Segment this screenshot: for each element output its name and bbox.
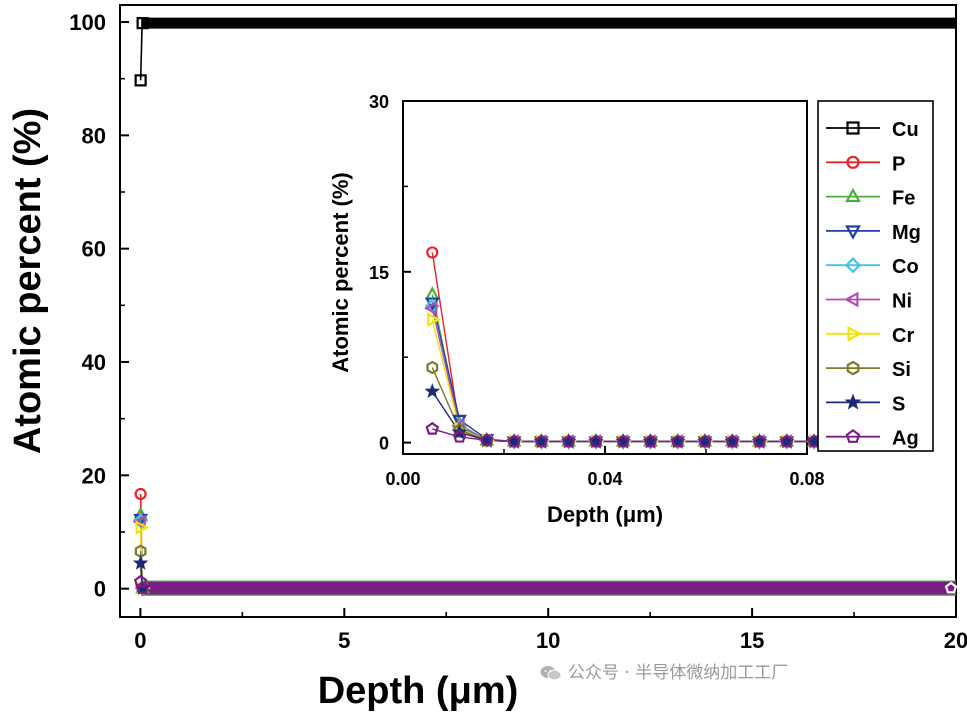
inset-y-axis-label: Atomic percent (%)	[328, 172, 353, 372]
main-series-line-Cu	[139, 22, 149, 81]
legend-label-Cr: Cr	[892, 325, 914, 347]
legend-label-Ni: Ni	[892, 291, 912, 313]
legend-marker-P	[846, 155, 860, 169]
inset-y-tick-label: 15	[369, 263, 389, 283]
legend-marker-Fe	[845, 187, 861, 203]
main-y-tick-label: 20	[82, 463, 106, 488]
inset-marker-Ag	[752, 434, 767, 448]
inset-marker-Ag	[534, 434, 549, 448]
inset-plot-frame	[402, 100, 808, 455]
legend-label-P: P	[892, 153, 905, 175]
main-y-axis-label: Atomic percent (%)	[7, 108, 49, 454]
main-marker-end	[944, 581, 958, 594]
inset-marker-Ag	[452, 429, 467, 443]
legend-label-Cu: Cu	[892, 119, 919, 141]
main-x-tick-label: 20	[944, 628, 967, 653]
legend-label-Co: Co	[892, 256, 919, 278]
inset-marker-Ag	[507, 434, 521, 448]
main-marker-P	[134, 487, 147, 501]
legend-label-Ag: Ag	[892, 428, 919, 450]
legend-marker-Ag	[845, 429, 861, 443]
inset-x-axis-label: Depth (μm)	[547, 502, 663, 527]
inset-marker-Ag	[780, 434, 794, 448]
wechat-icon	[540, 666, 562, 681]
inset-marker-Ag	[480, 433, 494, 447]
inset-marker-Ag	[616, 434, 630, 448]
main-marker-S	[132, 554, 149, 570]
inset-marker-Ag	[561, 434, 576, 448]
legend-marker-Cu	[846, 121, 860, 135]
main-y-tick-label: 40	[82, 350, 106, 375]
main-marker-Ag	[133, 574, 148, 588]
main-y-tick-label: 0	[94, 577, 106, 602]
inset-marker-Ag	[698, 434, 712, 448]
legend-label-Mg: Mg	[892, 222, 921, 244]
inset-marker-Ag	[643, 434, 658, 448]
legend-marker-Mg	[845, 225, 861, 240]
inset-marker-Ni	[424, 300, 438, 316]
legend-label-S: S	[892, 393, 905, 415]
inset-marker-S	[424, 383, 441, 399]
main-y-tick-label: 60	[82, 237, 106, 262]
inset-marker-Ag	[425, 421, 440, 435]
legend-marker-Ni	[844, 291, 859, 308]
legend-marker-Si	[846, 360, 860, 376]
main-plot: 0 5 10 15 20 0 20 40 60 80 100 Depth (μm) Atomic per…	[7, 4, 967, 712]
main-marker-Cu	[136, 17, 149, 30]
main-plot-frame	[119, 4, 957, 618]
legend-label-Si: Si	[892, 359, 911, 381]
watermark: 公众号 · 半导体微纳加工工厂	[540, 658, 788, 683]
legend-marker-S	[844, 393, 862, 410]
main-y-tick-label: 100	[69, 10, 106, 35]
inset-marker-Ag	[589, 434, 603, 448]
main-marker-Ag	[135, 580, 150, 594]
legend-label-Fe: Fe	[892, 188, 915, 210]
inset-marker-Si	[426, 360, 439, 375]
legend: Cu P Fe Mg Co Ni Cr Si S Ag	[817, 100, 934, 452]
legend-box	[817, 100, 934, 452]
inset-x-tick-label: 0.04	[587, 469, 622, 489]
inset-x-tick-label: 0.00	[385, 469, 420, 489]
inset-marker-P	[426, 246, 439, 259]
watermark-text: 公众号 · 半导体微纳加工工厂	[568, 663, 789, 683]
main-x-tick-label: 10	[536, 628, 560, 653]
main-x-tick-label: 5	[338, 628, 350, 653]
inset-marker-Ag	[725, 434, 740, 448]
inset-marker-Ag	[670, 434, 685, 448]
legend-marker-Co	[844, 257, 862, 274]
inset-y-tick-label: 30	[369, 92, 389, 112]
inset-plot: 0.00 0.04 0.08 0 15 30 Depth (μm) Atomic percen…	[328, 92, 825, 527]
main-x-axis-label: Depth (μm)	[318, 670, 519, 712]
main-marker-Cr	[135, 520, 149, 535]
inset-y-tick-label: 0	[379, 434, 389, 454]
inset-marker-Cr	[427, 312, 441, 327]
main-marker-Cu	[134, 74, 147, 87]
main-y-tick-label: 80	[82, 123, 106, 148]
main-x-tick-label: 15	[740, 628, 764, 653]
legend-marker-Cr	[847, 325, 862, 342]
inset-x-tick-label: 0.08	[789, 469, 824, 489]
main-x-tick-label: 0	[134, 628, 146, 653]
